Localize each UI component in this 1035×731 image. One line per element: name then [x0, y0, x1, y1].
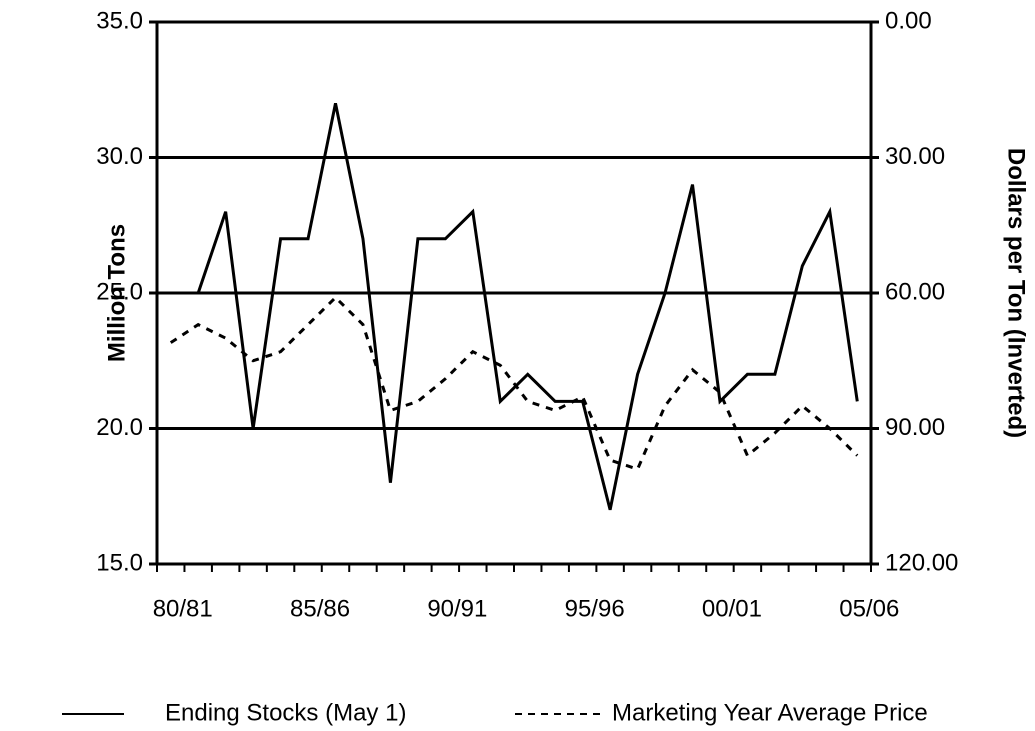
y-axis-label: Million Tons: [103, 224, 130, 362]
y-tick-label: 15.0: [96, 549, 143, 576]
y-tick-label: 20.0: [96, 414, 143, 441]
y2-tick-label: 0.00: [885, 7, 932, 34]
legend-label: Ending Stocks (May 1): [165, 699, 406, 726]
y2-tick-label: 30.00: [885, 143, 945, 170]
series-line: [196, 103, 859, 511]
plot-frame: [155, 20, 873, 566]
x-tick-label: 80/81: [153, 595, 213, 622]
legend-label: Marketing Year Average Price: [612, 699, 928, 726]
y2-tick-label: 120.00: [885, 549, 958, 576]
y2-tick-label: 60.00: [885, 278, 945, 305]
y-tick-label: 25.0: [96, 278, 143, 305]
x-tick-label: 85/86: [290, 595, 350, 622]
x-tick-label: 05/06: [839, 595, 899, 622]
x-tick-label: 95/96: [565, 595, 625, 622]
x-tick-label: 00/01: [702, 595, 762, 622]
y2-tick-label: 90.00: [885, 414, 945, 441]
y2-axis-label: Dollars per Ton (Inverted): [1003, 148, 1030, 438]
x-tick-label: 90/91: [427, 595, 487, 622]
y-tick-label: 30.0: [96, 143, 143, 170]
y-tick-label: 35.0: [96, 7, 143, 34]
series-line: [169, 295, 859, 472]
